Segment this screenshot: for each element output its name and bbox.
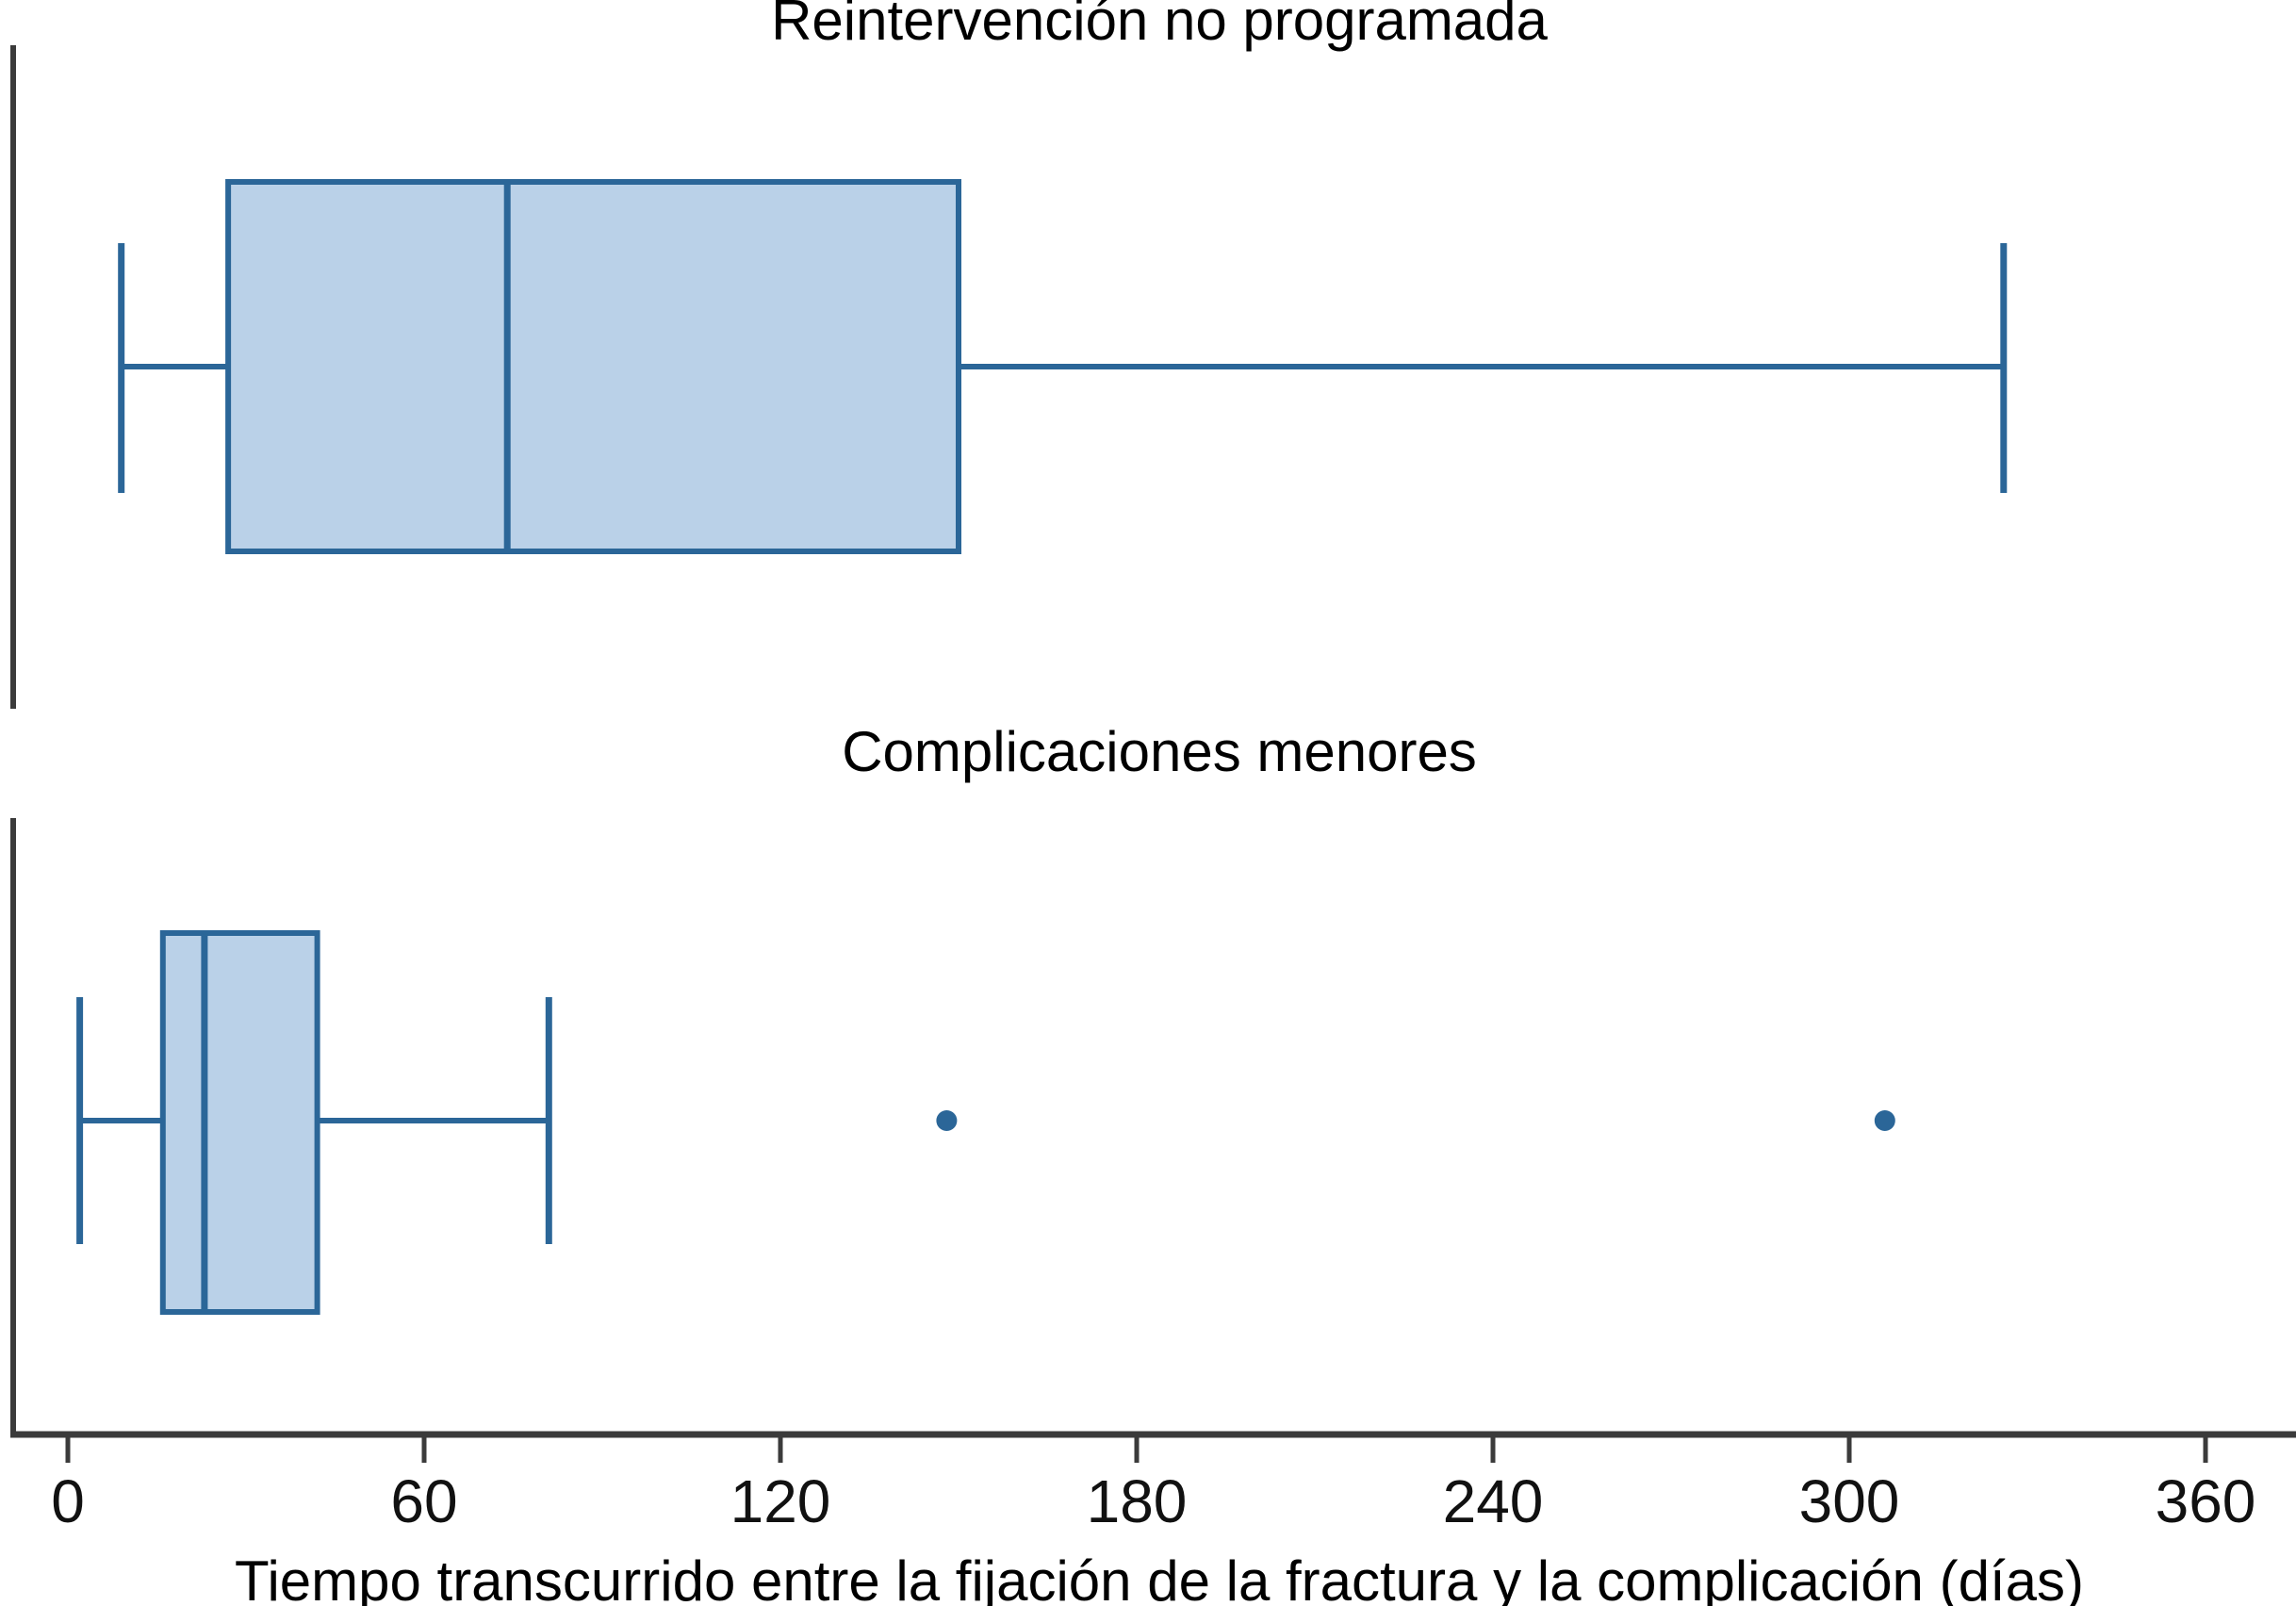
panel-title-complicaciones: Complicaciones menores [842,720,1477,783]
iqr-box [225,179,962,554]
x-tick-label: 180 [1087,1467,1188,1535]
x-axis-ticks: 0 60 120 180 240 300 360 [51,1434,2255,1535]
x-tick-label: 120 [730,1467,831,1535]
outlier-point [936,1110,958,1131]
x-tick-label: 60 [390,1467,457,1535]
x-tick-label: 300 [1799,1467,1900,1535]
outlier-point [1874,1110,1895,1131]
boxplot-shapes [10,45,2296,1438]
x-tick-label: 0 [51,1467,85,1535]
x-tick-label: 240 [1443,1467,1544,1535]
x-tick-label: 360 [2156,1467,2256,1535]
iqr-box [159,930,320,1315]
panel-title-reintervencion: Reintervención no programada [771,0,1548,52]
x-axis-title: Tiempo transcurrido entre la fijación de… [235,1549,2084,1606]
